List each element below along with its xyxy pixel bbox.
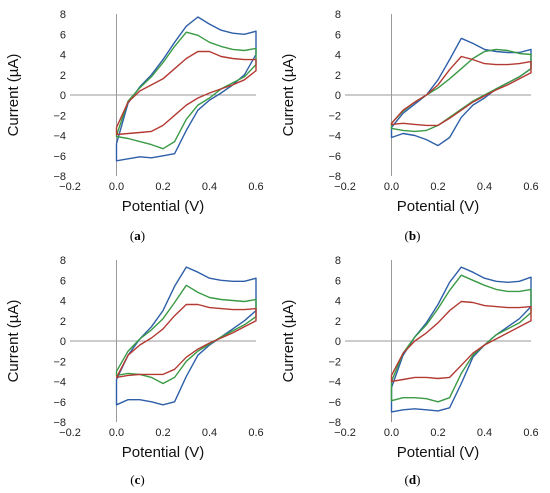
x-axis-title: Potential (V) (397, 444, 480, 461)
series-line-1 (390, 37, 532, 147)
y-tick-label: −2 (328, 110, 341, 122)
x-tick-label: 0.0 (109, 427, 124, 439)
series-line-1 (115, 266, 257, 406)
panel-caption-a: (a) (129, 228, 146, 243)
y-tick-label: 6 (60, 275, 66, 287)
y-tick-label: −6 (328, 151, 341, 163)
x-axis-title: Potential (V) (397, 198, 480, 215)
y-axis-title: Current (µA) (5, 300, 22, 383)
y-tick-label: −4 (53, 131, 66, 143)
y-tick-label: 8 (335, 9, 341, 21)
y-tick-label: 4 (335, 296, 341, 308)
panel-caption-c: (c) (130, 472, 145, 487)
y-tick-label: 8 (335, 255, 341, 267)
x-tick-label: 0.0 (384, 181, 399, 193)
x-tick-label: −0.2 (334, 427, 356, 439)
x-tick-label: 0.0 (384, 427, 399, 439)
x-axis-title: Potential (V) (122, 198, 205, 215)
x-tick-label: −0.2 (334, 181, 356, 193)
y-tick-label: 2 (60, 70, 66, 82)
y-tick-label: −6 (53, 151, 66, 163)
x-tick-label: 0.6 (523, 181, 538, 193)
panel-c: −8 −6 −4 −2 0 2 4 6 8 −0.2 0.0 0.2 0.4 0.6 Potential (… (0, 246, 275, 492)
y-axis-title: Current (µA) (280, 300, 297, 383)
panel-caption-d: (d) (404, 472, 421, 487)
y-tick-label: 6 (60, 29, 66, 41)
y-tick-label: 0 (335, 90, 341, 102)
x-tick-label: 0.4 (202, 181, 217, 193)
y-tick-label: 4 (335, 50, 341, 62)
y-tick-label: −6 (53, 397, 66, 409)
y-tick-label: 4 (60, 50, 66, 62)
cv-chart-b: −8 −6 −4 −2 0 2 4 6 8 −0.2 0.0 0.2 0.4 0.6 Potential (… (280, 9, 539, 215)
y-tick-label: −8 (53, 171, 66, 183)
y-tick-label: −2 (53, 110, 66, 122)
series-line-2 (115, 284, 257, 385)
y-tick-label: −4 (328, 377, 341, 389)
cv-chart-c: −8 −6 −4 −2 0 2 4 6 8 −0.2 0.0 0.2 0.4 0.6 Potential (… (5, 255, 264, 461)
x-tick-label: −0.2 (59, 427, 81, 439)
y-tick-label: 0 (335, 336, 341, 348)
x-tick-label: 0.6 (523, 427, 538, 439)
panel-caption-b: (b) (404, 228, 421, 243)
y-tick-label: 6 (335, 29, 341, 41)
x-tick-label: 0.6 (248, 181, 263, 193)
y-tick-label: 6 (335, 275, 341, 287)
x-tick-label: 0.2 (430, 427, 445, 439)
y-tick-label: 0 (60, 336, 66, 348)
y-tick-label: 2 (335, 70, 341, 82)
x-tick-label: 0.2 (155, 427, 170, 439)
y-tick-label: 2 (335, 316, 341, 328)
x-tick-label: −0.2 (59, 181, 81, 193)
series-line-1 (115, 16, 257, 162)
y-tick-label: −2 (328, 356, 341, 368)
x-tick-label: 0.0 (109, 181, 124, 193)
cv-chart-d: −8 −6 −4 −2 0 2 4 6 8 −0.2 0.0 0.2 0.4 0.6 Potential (… (280, 255, 539, 461)
y-axis-title: Current (µA) (280, 54, 297, 137)
panel-a: −8 −6 −4 −2 0 2 4 6 8 −0.2 0.0 0.2 0.4 0.6 Potential (… (0, 0, 275, 246)
x-axis-title: Potential (V) (122, 444, 205, 461)
y-tick-label: −4 (328, 131, 341, 143)
x-tick-label: 0.6 (248, 427, 263, 439)
y-tick-label: 8 (60, 255, 66, 267)
y-tick-label: −6 (328, 397, 341, 409)
y-tick-label: −2 (53, 356, 66, 368)
y-tick-label: 2 (60, 316, 66, 328)
x-tick-label: 0.2 (430, 181, 445, 193)
series-line-3 (390, 55, 532, 127)
panel-b: −8 −6 −4 −2 0 2 4 6 8 −0.2 0.0 0.2 0.4 0.6 Potential (… (275, 0, 550, 246)
series-line-3 (115, 50, 257, 136)
series-line-2 (390, 48, 532, 133)
x-tick-label: 0.4 (477, 181, 492, 193)
y-tick-label: −8 (328, 171, 341, 183)
y-axis-title: Current (µA) (5, 54, 22, 137)
series-line-3 (390, 300, 532, 383)
panel-d: −8 −6 −4 −2 0 2 4 6 8 −0.2 0.0 0.2 0.4 0.6 Potential (… (275, 246, 550, 492)
y-tick-label: 8 (60, 9, 66, 21)
y-tick-label: 4 (60, 296, 66, 308)
y-tick-label: −8 (328, 417, 341, 429)
x-tick-label: 0.2 (155, 181, 170, 193)
x-tick-label: 0.4 (202, 427, 217, 439)
y-tick-label: 0 (60, 90, 66, 102)
series-line-3 (115, 303, 257, 379)
x-tick-label: 0.4 (477, 427, 492, 439)
y-tick-label: −4 (53, 377, 66, 389)
y-tick-label: −8 (53, 417, 66, 429)
cv-chart-a: −8 −6 −4 −2 0 2 4 6 8 −0.2 0.0 0.2 0.4 0.6 Potential (… (5, 9, 264, 215)
